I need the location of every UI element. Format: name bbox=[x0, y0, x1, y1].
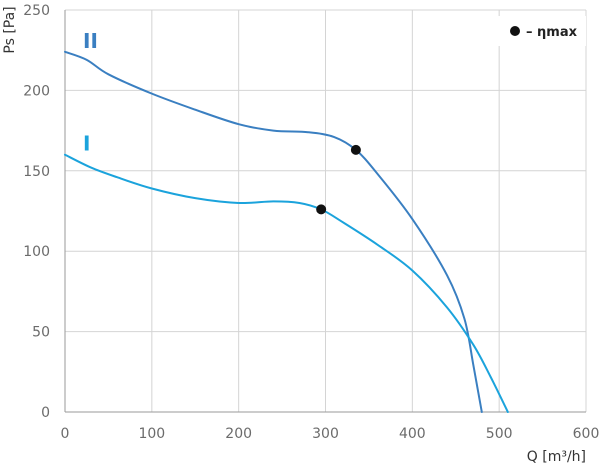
x-tick-label-6: 600 bbox=[573, 426, 600, 442]
series-label-II: II bbox=[83, 29, 98, 53]
series-line-II bbox=[64, 50, 483, 413]
x-tick-label-0: 0 bbox=[61, 426, 70, 442]
series-label-I: I bbox=[83, 132, 90, 156]
y-tick-labels: 0 50 100 150 200 250 bbox=[23, 3, 50, 421]
grid bbox=[64, 9, 587, 413]
y-tick-label-5: 250 bbox=[23, 3, 50, 19]
x-tick-label-1: 100 bbox=[138, 426, 165, 442]
x-tick-labels: 0 100 200 300 400 500 600 bbox=[61, 426, 600, 442]
y-tick-label-2: 100 bbox=[23, 244, 50, 260]
x-tick-label-3: 300 bbox=[312, 426, 339, 442]
y-axis-label: Ps [Pa] bbox=[2, 6, 18, 53]
eta-max-point-I bbox=[316, 204, 327, 215]
legend-marker bbox=[510, 26, 520, 36]
axes bbox=[64, 10, 586, 413]
x-tick-label-2: 200 bbox=[225, 426, 252, 442]
eta-max-point-II bbox=[350, 144, 361, 155]
x-tick-label-5: 500 bbox=[486, 426, 513, 442]
y-tick-label-4: 200 bbox=[23, 83, 50, 99]
legend: – ηmax bbox=[498, 16, 586, 46]
legend-label: – ηmax bbox=[526, 25, 578, 40]
eta-max-markers bbox=[316, 144, 361, 215]
y-tick-label-3: 150 bbox=[23, 164, 50, 180]
y-tick-label-1: 50 bbox=[32, 325, 50, 341]
series-line-I bbox=[64, 153, 509, 413]
curve-labels: III bbox=[83, 29, 98, 156]
series-group bbox=[64, 50, 509, 413]
y-tick-label-0: 0 bbox=[41, 405, 50, 421]
x-axis-label: Q [m³/h] bbox=[527, 449, 586, 465]
x-tick-label-4: 400 bbox=[399, 426, 426, 442]
